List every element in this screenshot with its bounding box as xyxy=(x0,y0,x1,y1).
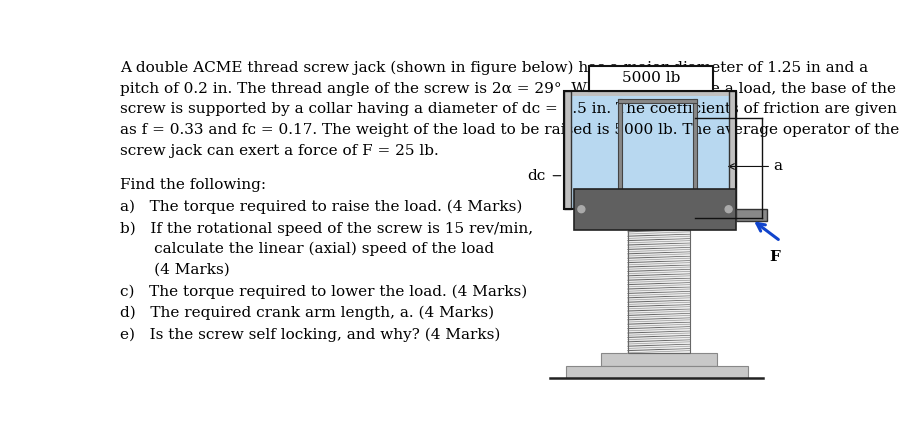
Bar xyxy=(628,230,690,353)
Circle shape xyxy=(578,206,585,213)
Bar xyxy=(563,91,736,209)
Text: F: F xyxy=(770,250,780,264)
Bar xyxy=(566,366,748,378)
Text: as f = 0.33 and fᴄ = 0.17. The weight of the load to be raised is 5000 lb. The a: as f = 0.33 and fᴄ = 0.17. The weight of… xyxy=(121,123,899,137)
Bar xyxy=(573,189,736,230)
Text: c)   The torque required to lower the load. (4 Marks): c) The torque required to lower the load… xyxy=(121,284,527,299)
Text: screw jack can exert a force of F = 25 lb.: screw jack can exert a force of F = 25 l… xyxy=(121,143,439,158)
Bar xyxy=(590,66,713,91)
Bar xyxy=(618,205,698,209)
Bar xyxy=(729,91,736,209)
Bar xyxy=(563,91,736,209)
Bar xyxy=(693,99,698,209)
Text: screw is supported by a collar having a diameter of dᴄ = 1.5 in. The coefficient: screw is supported by a collar having a … xyxy=(121,102,897,116)
Bar xyxy=(729,91,736,209)
Bar xyxy=(618,99,698,103)
Bar xyxy=(736,209,768,221)
Bar xyxy=(563,91,572,209)
Circle shape xyxy=(725,206,732,213)
Text: 5000 lb: 5000 lb xyxy=(622,71,680,85)
Bar xyxy=(563,91,572,209)
Text: a: a xyxy=(774,159,783,174)
Text: A double ACME thread screw jack (shown in figure below) has a major diameter of : A double ACME thread screw jack (shown i… xyxy=(121,61,868,75)
Text: e)   Is the screw self locking, and why? (4 Marks): e) Is the screw self locking, and why? (… xyxy=(121,328,500,342)
Text: a)   The torque required to raise the load. (4 Marks): a) The torque required to raise the load… xyxy=(121,200,523,214)
Text: pitch of 0.2 in. The thread angle of the screw is 2α = 29°. When used to raise a: pitch of 0.2 in. The thread angle of the… xyxy=(121,82,896,95)
Text: Find the following:: Find the following: xyxy=(121,178,266,192)
Text: d)   The required crank arm length, a. (4 Marks): d) The required crank arm length, a. (4 … xyxy=(121,306,494,321)
Text: dᴄ: dᴄ xyxy=(527,169,545,183)
Text: (4 Marks): (4 Marks) xyxy=(121,263,230,277)
Bar xyxy=(563,91,736,95)
Bar xyxy=(628,230,690,353)
Text: b)   If the rotational speed of the screw is 15 rev/min,: b) If the rotational speed of the screw … xyxy=(121,222,534,236)
Bar xyxy=(618,99,622,209)
Text: calculate the linear (axial) speed of the load: calculate the linear (axial) speed of th… xyxy=(121,242,494,256)
Bar xyxy=(601,353,717,366)
